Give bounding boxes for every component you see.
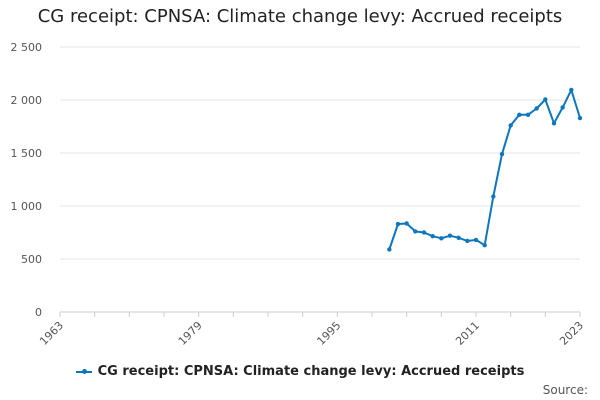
data-point[interactable] xyxy=(569,87,574,93)
data-point[interactable] xyxy=(387,247,392,252)
data-point[interactable] xyxy=(456,235,461,240)
x-tick-label: 2023 xyxy=(557,319,586,348)
data-point[interactable] xyxy=(499,151,505,157)
data-point[interactable] xyxy=(465,238,470,244)
data-point[interactable] xyxy=(491,194,496,199)
source-label: Source: xyxy=(542,383,588,397)
data-point[interactable] xyxy=(543,97,548,102)
data-point[interactable] xyxy=(551,121,557,126)
x-tick-label: 1979 xyxy=(176,319,205,348)
data-point[interactable] xyxy=(508,123,513,128)
x-axis: 1963 1979 1995 2011 2023 xyxy=(37,312,586,348)
legend-label: CG receipt: CPNSA: Climate change levy: … xyxy=(97,364,525,379)
legend[interactable]: CG receipt: CPNSA: Climate change levy: … xyxy=(0,364,600,379)
data-point[interactable] xyxy=(482,243,487,248)
y-tick-label: 500 xyxy=(21,253,42,266)
y-tick-label: 2 500 xyxy=(11,41,43,54)
series-line xyxy=(388,88,581,250)
y-tick-label: 1 500 xyxy=(11,147,43,160)
x-tick-label: 1963 xyxy=(37,319,66,348)
y-axis-ticks: 0 500 1 000 1 500 2 000 2 500 xyxy=(11,41,43,319)
y-tick-label: 2 000 xyxy=(11,94,43,107)
y-tick-label: 0 xyxy=(35,306,42,319)
data-point[interactable] xyxy=(560,105,565,110)
data-point[interactable] xyxy=(525,112,531,118)
data-point[interactable] xyxy=(534,106,539,111)
data-point[interactable] xyxy=(439,236,444,241)
grid-lines xyxy=(60,46,580,313)
data-point[interactable] xyxy=(577,115,583,121)
data-point[interactable] xyxy=(404,221,409,226)
chart-title: CG receipt: CPNSA: Climate change levy: … xyxy=(37,6,563,27)
data-point[interactable] xyxy=(395,221,401,227)
data-point[interactable] xyxy=(413,229,418,234)
x-tick-label: 1995 xyxy=(314,319,343,348)
data-point[interactable] xyxy=(421,230,427,235)
data-point[interactable] xyxy=(447,233,453,238)
legend-swatch xyxy=(75,368,92,374)
series-group xyxy=(387,87,583,252)
y-tick-label: 1 000 xyxy=(11,200,43,213)
data-point[interactable] xyxy=(473,237,479,243)
data-point[interactable] xyxy=(430,234,435,239)
data-point[interactable] xyxy=(517,112,522,118)
x-tick-label: 2011 xyxy=(453,319,482,348)
